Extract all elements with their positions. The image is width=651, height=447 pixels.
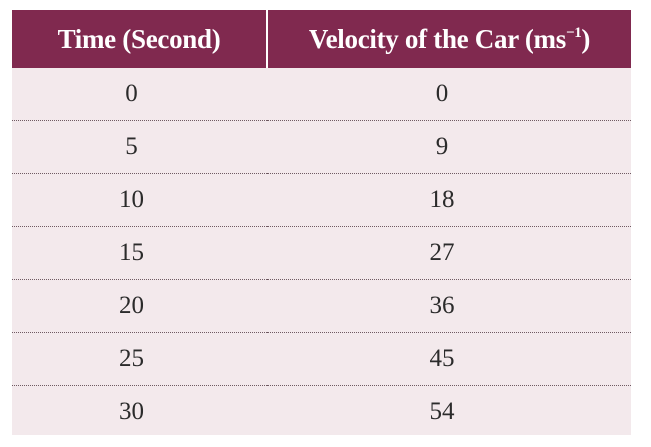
table-row: 20 36 bbox=[12, 279, 631, 333]
velocity-time-table: Time (Second) Velocity of the Car (ms−1)… bbox=[12, 10, 631, 438]
cell-velocity: 36 bbox=[267, 279, 631, 333]
header-velocity-text: Velocity of the Car (ms bbox=[308, 23, 566, 54]
table-row: 30 54 bbox=[12, 385, 631, 438]
cell-time: 25 bbox=[12, 332, 267, 386]
cell-velocity: 18 bbox=[267, 173, 631, 227]
table-row: 25 45 bbox=[12, 332, 631, 386]
table-row: 10 18 bbox=[12, 173, 631, 227]
table-row: 15 27 bbox=[12, 226, 631, 280]
cell-velocity: 54 bbox=[267, 385, 631, 438]
header-velocity: Velocity of the Car (ms−1) bbox=[267, 10, 631, 68]
cell-time: 15 bbox=[12, 226, 267, 280]
cell-time: 5 bbox=[12, 120, 267, 174]
table-header: Time (Second) Velocity of the Car (ms−1) bbox=[12, 10, 631, 68]
cell-time: 20 bbox=[12, 279, 267, 333]
cell-velocity: 27 bbox=[267, 226, 631, 280]
header-row: Time (Second) Velocity of the Car (ms−1) bbox=[12, 10, 631, 68]
cell-velocity: 9 bbox=[267, 120, 631, 174]
cell-velocity: 0 bbox=[435, 80, 449, 107]
cell-time: 10 bbox=[12, 173, 267, 227]
cell-velocity: 45 bbox=[267, 332, 631, 386]
header-velocity-superscript: −1 bbox=[565, 24, 582, 41]
table-body: 0 0 5 9 10 18 15 27 20 36 25 45 30 54 bbox=[12, 68, 631, 438]
header-time: Time (Second) bbox=[12, 10, 268, 68]
data-table-container: Time (Second) Velocity of the Car (ms−1)… bbox=[12, 10, 631, 438]
cell-time: 30 bbox=[12, 385, 267, 438]
cell-time: 0 bbox=[125, 80, 138, 107]
header-velocity-close: ) bbox=[581, 23, 591, 54]
